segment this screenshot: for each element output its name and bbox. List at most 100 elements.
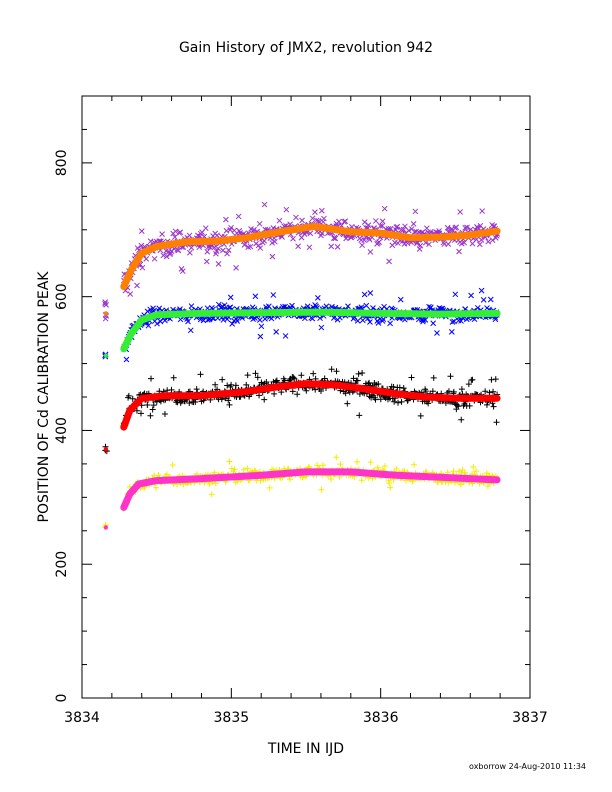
data-point — [215, 261, 222, 267]
data-point — [426, 241, 432, 248]
data-point — [391, 398, 398, 405]
data-point — [161, 410, 168, 417]
data-point — [457, 209, 464, 215]
data-point — [450, 388, 457, 395]
data-point — [147, 412, 154, 419]
data-point — [290, 235, 296, 242]
data-point — [408, 374, 415, 381]
data-point — [271, 390, 278, 397]
data-point — [294, 391, 301, 398]
data-point — [474, 304, 481, 311]
data-point — [447, 373, 454, 380]
data-point — [387, 484, 394, 491]
data-point — [154, 320, 160, 327]
data-point — [420, 317, 427, 323]
data-point — [213, 248, 220, 255]
data-point — [290, 374, 297, 381]
data-point — [318, 207, 325, 214]
data-point — [177, 229, 184, 236]
data-point — [470, 463, 477, 470]
data-point — [478, 237, 485, 243]
y-axis-label: POSITION OF Cd CALIBRATION PEAK — [36, 271, 52, 523]
data-point — [256, 392, 263, 399]
data-point — [425, 400, 432, 407]
data-point — [234, 318, 241, 324]
data-point — [317, 315, 323, 322]
data-point — [476, 241, 483, 248]
data-point — [293, 214, 299, 221]
data-point — [493, 419, 500, 426]
data-point — [256, 317, 263, 323]
data-point — [485, 238, 492, 245]
data-point — [252, 293, 259, 300]
data-point — [365, 222, 372, 228]
data-point — [148, 375, 155, 382]
data-point — [231, 466, 238, 473]
data-point — [163, 471, 170, 478]
data-point — [286, 476, 293, 483]
data-point — [177, 316, 184, 323]
data-point — [272, 238, 278, 245]
data-point — [247, 243, 254, 250]
data-point — [487, 296, 494, 303]
x-axis: 3834 3835 3836 3837 — [64, 96, 548, 726]
data-point — [225, 397, 232, 404]
data-point — [224, 382, 231, 389]
data-point — [398, 398, 405, 405]
data-point — [266, 303, 272, 310]
data-point — [356, 412, 363, 419]
data-point — [185, 318, 191, 325]
data-point — [196, 244, 203, 251]
scatter-series-2 — [102, 287, 500, 363]
data-point — [287, 221, 293, 228]
data-point — [417, 242, 424, 249]
y-tick-label: 200 — [54, 551, 70, 578]
data-point — [228, 465, 235, 472]
data-point — [314, 462, 321, 469]
data-point — [395, 399, 402, 406]
data-point — [144, 402, 151, 409]
data-point — [430, 320, 437, 327]
data-point — [328, 243, 335, 250]
data-point — [302, 315, 308, 322]
data-point — [144, 308, 151, 315]
data-point — [359, 369, 366, 376]
data-point — [202, 225, 209, 232]
data-point — [461, 239, 468, 246]
data-point — [282, 333, 289, 339]
data-point — [309, 215, 316, 222]
data-point — [255, 242, 262, 249]
data-point — [291, 375, 298, 382]
y-tick-label: 400 — [54, 417, 70, 444]
data-point — [235, 213, 242, 220]
data-point — [139, 264, 146, 271]
data-point — [295, 243, 301, 250]
data-point — [445, 241, 452, 247]
data-point — [429, 388, 436, 395]
data-point — [414, 240, 420, 247]
data-point — [478, 287, 485, 294]
y-tick-label: 600 — [54, 283, 70, 310]
data-point — [400, 226, 407, 233]
data-point — [458, 386, 465, 393]
data-point — [372, 396, 379, 403]
fit-line-7 — [120, 468, 501, 511]
data-point — [377, 223, 384, 229]
data-point — [386, 480, 393, 487]
data-point — [227, 294, 234, 301]
data-point — [358, 304, 365, 311]
data-point — [127, 291, 134, 297]
data-point — [483, 401, 490, 408]
data-point — [342, 390, 349, 397]
data-point — [483, 470, 490, 477]
data-point — [212, 381, 219, 388]
data-point — [386, 258, 392, 265]
data-point — [138, 242, 145, 249]
data-point — [334, 244, 341, 250]
data-point — [252, 370, 259, 377]
data-point — [405, 227, 412, 234]
fit-line-5 — [120, 380, 501, 431]
data-point — [344, 400, 351, 407]
data-point — [147, 238, 154, 245]
data-point — [482, 388, 489, 395]
